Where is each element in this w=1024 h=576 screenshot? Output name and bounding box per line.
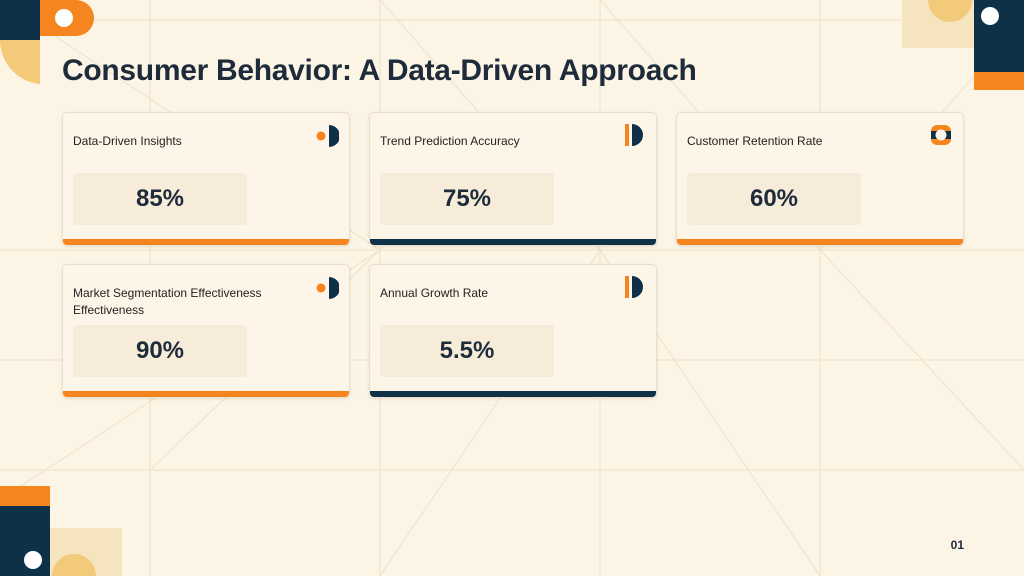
metric-card-annual-growth-rate: Annual Growth Rate 5.5% [369,264,657,398]
bar-half-circle-icon [625,124,643,146]
card-accent-bar [370,391,656,397]
card-value: 60% [687,173,861,225]
card-value: 85% [73,173,247,225]
metric-card-customer-retention-rate: Customer Retention Rate 60% [676,112,964,246]
dot-half-circle-icon [316,125,339,147]
card-value: 5.5% [380,325,554,377]
metric-card-data-driven-insights: Data-Driven Insights 85% [62,112,350,246]
card-accent-bar [677,239,963,245]
card-label: Trend Prediction Accuracy [380,134,520,148]
page-title: Consumer Behavior: A Data-Driven Approac… [62,54,697,87]
metric-card-trend-prediction-accuracy: Trend Prediction Accuracy 75% [369,112,657,246]
bar-half-circle-icon [625,276,643,298]
card-accent-bar [63,239,349,245]
corner-decoration-top-left [0,0,94,84]
dot-half-circle-icon [316,277,339,299]
card-label: Data-Driven Insights [73,134,182,148]
corner-decoration-top-right [902,0,1024,90]
card-value: 75% [380,173,554,225]
corner-decoration-bottom-left [0,486,122,576]
card-label: Annual Growth Rate [380,286,489,300]
ring-icon [931,125,951,145]
card-accent-bar [63,391,349,397]
page-number: 01 [950,538,964,552]
card-label: Customer Retention Rate [687,134,823,148]
card-value: 90% [73,325,247,377]
card-accent-bar [370,239,656,245]
card-label: Market Segmentation Effectiveness Effect… [73,286,262,317]
metric-card-market-segmentation: Market Segmentation Effectiveness Effect… [62,264,350,398]
